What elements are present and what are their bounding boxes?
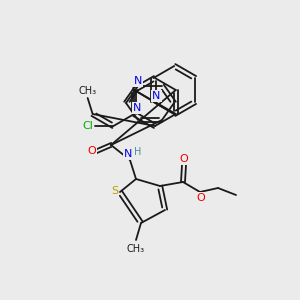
- Text: N: N: [124, 149, 132, 159]
- Text: N: N: [152, 91, 160, 101]
- Text: CH₃: CH₃: [127, 244, 145, 254]
- Text: Cl: Cl: [82, 121, 93, 131]
- Text: O: O: [180, 154, 188, 164]
- Text: O: O: [88, 146, 96, 156]
- Text: O: O: [196, 193, 206, 203]
- Text: S: S: [111, 186, 118, 196]
- Text: H: H: [134, 147, 142, 157]
- Text: N: N: [134, 76, 142, 86]
- Text: N: N: [133, 103, 141, 113]
- Text: CH₃: CH₃: [79, 86, 97, 96]
